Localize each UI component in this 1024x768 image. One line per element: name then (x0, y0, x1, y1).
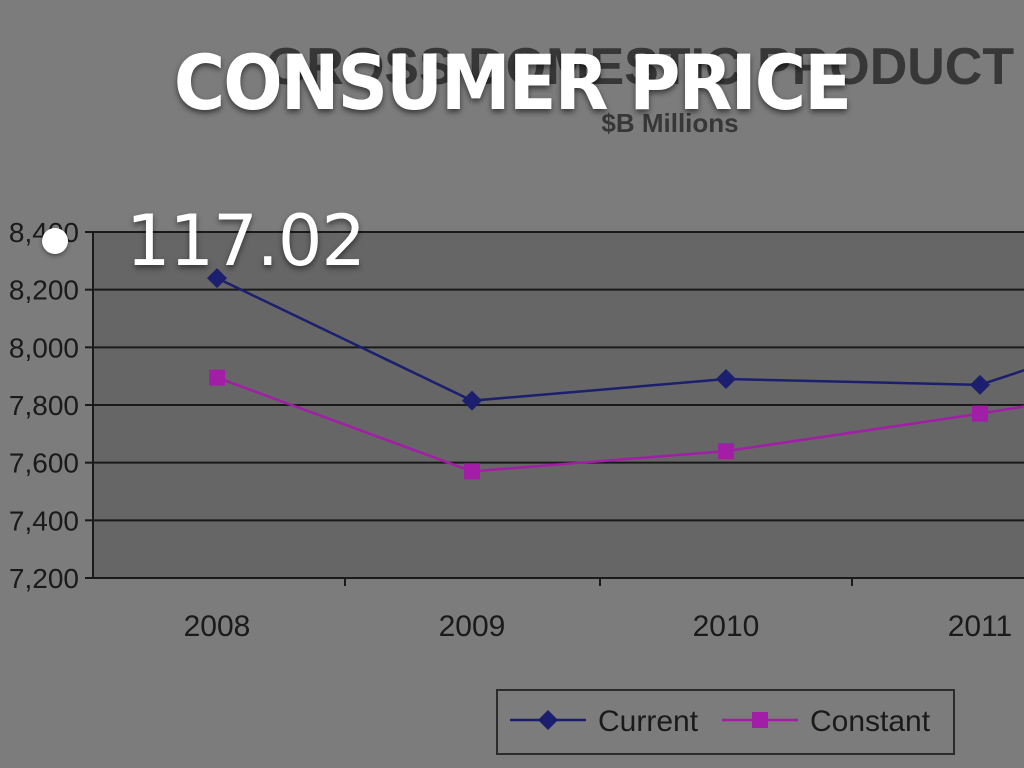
data-point-current (970, 374, 990, 395)
y-tick-label: 8,000 (9, 332, 79, 363)
x-tick-label: 2011 (948, 610, 1013, 643)
data-point-current (462, 390, 482, 411)
y-tick-label: 7,600 (9, 448, 79, 479)
x-tick-label: 2010 (693, 610, 760, 643)
slide-title: CONSUMER PRICE (173, 38, 852, 127)
chart-subtitle: $B Millions (601, 108, 738, 138)
bullet-value: 117.02 (126, 200, 366, 282)
bullet-item: 117.02 (42, 200, 366, 282)
y-tick-label: 7,400 (9, 505, 79, 536)
legend: Current Constant (496, 689, 955, 755)
legend-box (496, 689, 955, 755)
legend-marker (538, 710, 558, 730)
legend-label: Current (598, 705, 699, 738)
data-point-constant (718, 443, 734, 460)
chart-title: GROSS DOMESTIC PRODUCT (266, 38, 1014, 96)
data-point-constant (464, 463, 480, 480)
y-tick-label: 7,800 (9, 390, 79, 421)
data-point-current (716, 369, 736, 390)
x-tick-label: 2008 (184, 610, 251, 643)
y-tick-label: 7,200 (9, 563, 79, 594)
axes: 7,2007,4007,6007,8008,0008,2008,40020082… (9, 217, 1024, 643)
legend-marker (752, 712, 768, 728)
x-tick-label: 2009 (439, 610, 506, 643)
legend-label: Constant (810, 705, 931, 738)
data-point-constant (972, 405, 988, 422)
series-lines (207, 268, 1024, 480)
y-tick-label: 8,200 (9, 275, 79, 306)
data-point-current (207, 268, 227, 289)
data-point-constant (209, 369, 225, 386)
bullet-dot-icon (42, 228, 68, 254)
